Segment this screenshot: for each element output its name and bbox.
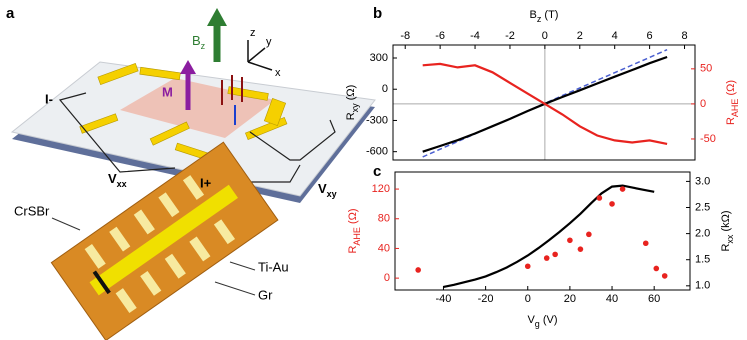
- y2-tick-label: 1.5: [695, 254, 710, 266]
- x-tick-label: -20: [478, 293, 494, 305]
- data-point: [567, 237, 573, 244]
- material-label: CrSBr: [14, 203, 50, 218]
- device-schematic: [10, 8, 376, 340]
- plot-frame: [394, 171, 691, 291]
- field-arrowhead: [207, 8, 227, 26]
- y2-tick-label: 2.5: [695, 201, 710, 213]
- x-tick-label: -6: [435, 30, 445, 42]
- magnetization-arrowhead: [180, 60, 196, 74]
- axis-title-part: AHE: [352, 227, 362, 246]
- x-tick-label: -4: [470, 30, 480, 42]
- data-point: [543, 255, 550, 261]
- data-point: [642, 240, 649, 247]
- y2-tick-label: 50: [700, 63, 712, 75]
- y-tick-label: 0: [384, 272, 390, 284]
- axis-title-part: B: [530, 9, 537, 21]
- axis-title-part: R: [347, 246, 359, 254]
- contacts-label: Ti-Au: [258, 259, 289, 274]
- axis-z: z: [250, 27, 256, 39]
- y2-tick-label: 1.0: [695, 280, 710, 292]
- y-tick-label: -600: [366, 146, 388, 158]
- x-tick-label: 4: [612, 30, 618, 42]
- voltage-label: Vxy: [318, 181, 337, 199]
- axes-icon: [247, 40, 273, 71]
- axis-title: RAHE (Ω): [725, 80, 740, 125]
- x-tick-label: 0: [525, 293, 531, 305]
- device-photo: [50, 141, 279, 340]
- data-line: [443, 184, 655, 288]
- panel-label: b: [373, 5, 382, 22]
- y2-tick-label: 0: [700, 98, 706, 110]
- axis-title-part: (Ω): [725, 80, 737, 99]
- axis-title-part: R: [345, 112, 357, 120]
- axis-title: Bz (T): [530, 9, 559, 24]
- magnetization-label: M: [162, 84, 173, 99]
- plot-frame: [392, 44, 696, 161]
- x-tick-label: 40: [606, 293, 618, 305]
- y2-tick-label: 3.0: [695, 175, 710, 187]
- x-tick-label: -40: [436, 293, 452, 305]
- axis-title-part: (T): [541, 9, 558, 21]
- axis-title-part: R: [725, 117, 737, 125]
- x-tick-label: 0: [542, 30, 548, 42]
- axis-title-part: AHE: [730, 99, 740, 118]
- axis-title: Rxx (kΩ): [720, 210, 735, 251]
- data-point: [586, 231, 592, 238]
- x-tick-label: -8: [400, 30, 410, 42]
- graphene-label: Gr: [258, 287, 273, 302]
- y2-tick-label: -50: [700, 133, 716, 145]
- data-point: [661, 273, 668, 279]
- axis-y: y: [266, 36, 272, 48]
- current-label: I-: [45, 91, 53, 106]
- data-point: [596, 195, 603, 201]
- axis-title-part: (Ω): [345, 85, 357, 104]
- data-point: [415, 267, 421, 273]
- data-point: [524, 263, 531, 270]
- y-tick-label: 40: [378, 242, 390, 254]
- x-tick-label: 60: [648, 293, 660, 305]
- axis-title-part: (kΩ): [720, 210, 732, 234]
- axis-title-part: g: [535, 319, 540, 329]
- y-tick-label: 80: [378, 213, 390, 225]
- x-tick-label: 20: [564, 293, 576, 305]
- axis-title: Rxy (Ω): [345, 85, 360, 121]
- axis-title-part: xx: [725, 234, 735, 244]
- y2-tick-label: 2.0: [695, 228, 710, 240]
- data-point: [577, 246, 584, 252]
- data-point: [552, 251, 558, 258]
- axis-title-part: V: [527, 314, 535, 326]
- x-tick-label: 2: [577, 30, 583, 42]
- axis-title-part: xy: [350, 103, 360, 113]
- panel-label: c: [373, 163, 381, 180]
- axis-title-part: z: [537, 14, 542, 24]
- axis-title-part: (Ω): [347, 208, 359, 227]
- axis-title: RAHE (Ω): [347, 208, 362, 253]
- panel-label: a: [6, 5, 15, 22]
- field-label: Bz: [192, 33, 206, 51]
- axis-title-part: (V): [540, 314, 558, 326]
- y-tick-label: 300: [370, 52, 388, 64]
- current-label: I+: [200, 175, 212, 190]
- y-tick-label: 120: [372, 183, 390, 195]
- y-tick-label: -300: [366, 114, 388, 126]
- data-point: [619, 186, 626, 192]
- data-point: [653, 265, 660, 272]
- x-tick-label: 8: [681, 30, 687, 42]
- axis-title-part: R: [720, 244, 732, 252]
- pointers: [51, 217, 256, 296]
- axis-title: Vg (V): [527, 314, 557, 329]
- voltage-label: Vxx: [108, 171, 127, 189]
- data-point: [609, 201, 615, 207]
- x-tick-label: 6: [647, 30, 653, 42]
- y-tick-label: 0: [382, 83, 388, 95]
- x-tick-label: -2: [505, 30, 515, 42]
- data-line: [422, 62, 668, 145]
- axis-x: x: [275, 67, 281, 79]
